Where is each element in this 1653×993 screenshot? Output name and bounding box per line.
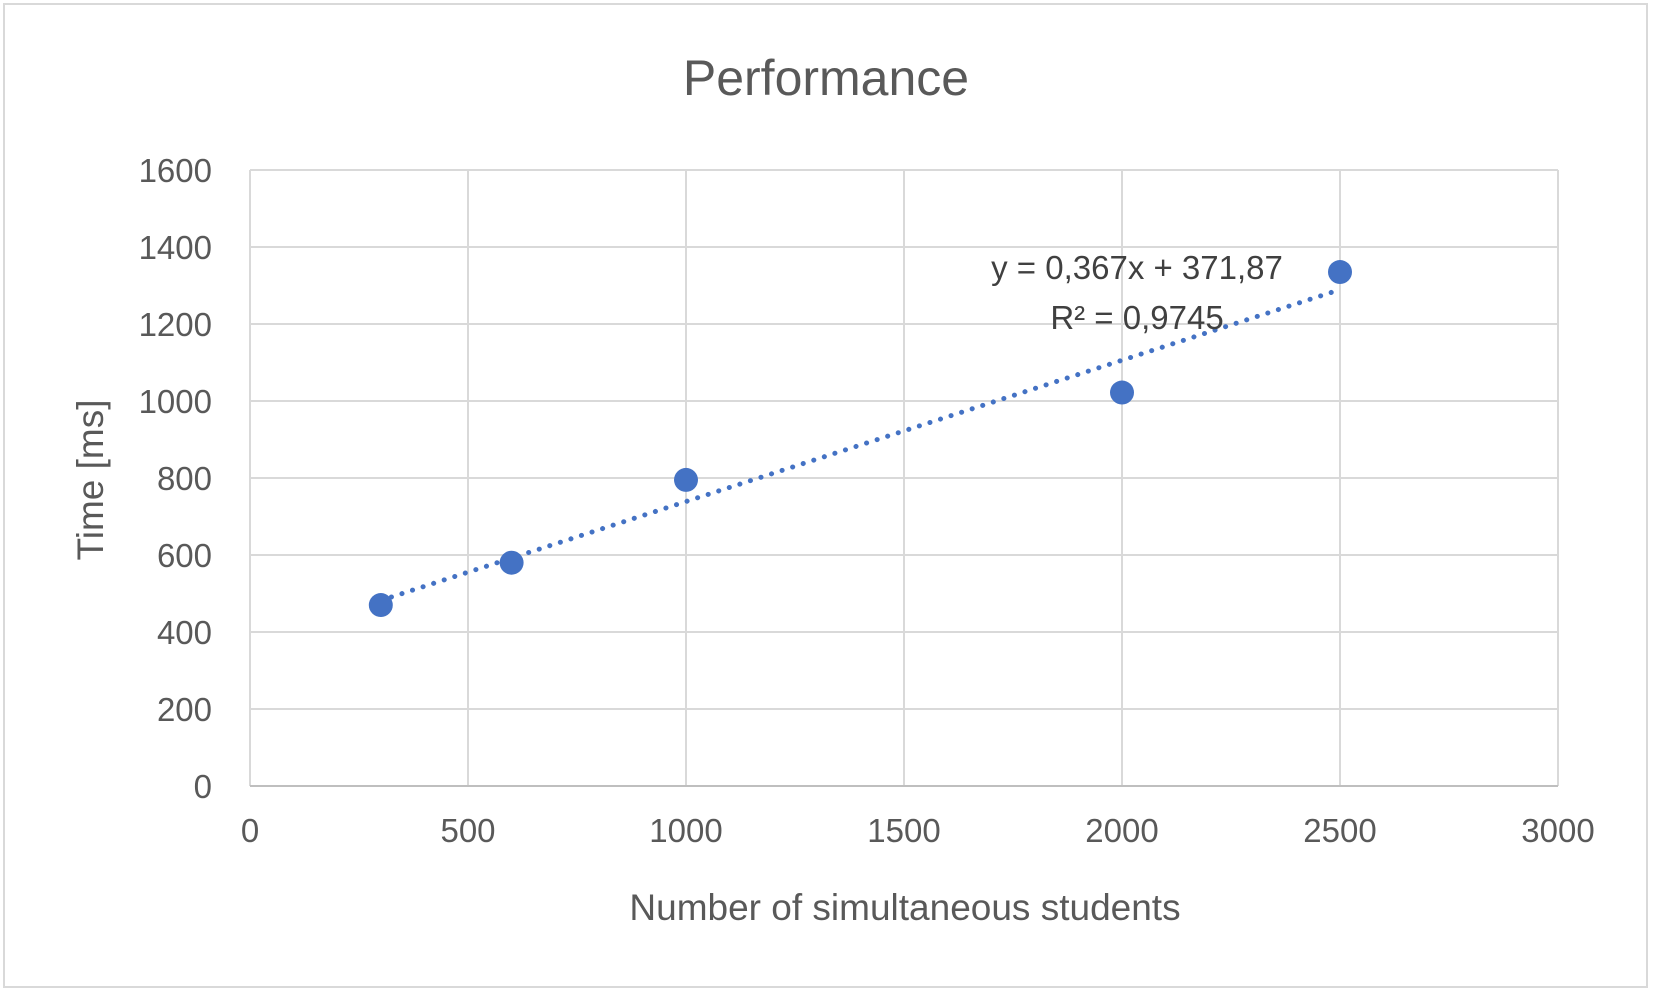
y-tick-label: 1400 <box>139 229 212 266</box>
chart-title: Performance <box>683 50 969 106</box>
y-tick-label: 1600 <box>139 152 212 189</box>
trendline-r-squared: R² = 0,9745 <box>1050 299 1223 336</box>
y-axis-ticks: 0 200 400 600 800 1000 1200 1400 1600 <box>139 152 212 805</box>
data-point <box>674 467 698 492</box>
data-point <box>1328 260 1352 285</box>
x-axis-ticks: 0 500 1000 1500 2000 2500 3000 <box>241 812 1595 849</box>
y-tick-label: 1000 <box>139 383 212 420</box>
x-tick-label: 0 <box>241 812 259 849</box>
y-tick-label: 800 <box>157 460 212 497</box>
y-tick-label: 1200 <box>139 306 212 343</box>
data-point <box>1110 380 1134 405</box>
trendline-equation: y = 0,367x + 371,87 <box>991 249 1283 286</box>
gridlines <box>249 169 1559 786</box>
trendline <box>378 287 1343 603</box>
x-tick-label: 3000 <box>1521 812 1594 849</box>
x-tick-label: 2000 <box>1085 812 1158 849</box>
y-tick-label: 0 <box>194 768 212 805</box>
x-tick-label: 500 <box>440 812 495 849</box>
trendline-path <box>378 287 1343 603</box>
data-point <box>499 550 524 575</box>
y-tick-label: 400 <box>157 614 212 651</box>
chart-frame <box>3 3 1648 988</box>
y-tick-label: 600 <box>157 537 212 574</box>
x-tick-label: 2500 <box>1303 812 1376 849</box>
y-axis-title: Time [ms] <box>70 399 111 560</box>
x-tick-label: 1000 <box>649 812 722 849</box>
y-tick-label: 200 <box>157 691 212 728</box>
x-axis-title: Number of simultaneous students <box>629 887 1180 928</box>
data-point <box>368 593 393 618</box>
data-points <box>368 260 1352 618</box>
x-tick-label: 1500 <box>867 812 940 849</box>
